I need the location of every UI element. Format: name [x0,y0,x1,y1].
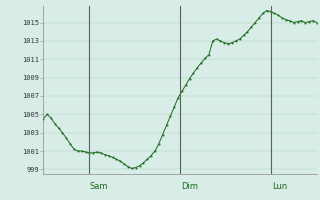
Text: Dim: Dim [181,182,198,191]
Text: Sam: Sam [90,182,108,191]
Text: Lun: Lun [272,182,288,191]
